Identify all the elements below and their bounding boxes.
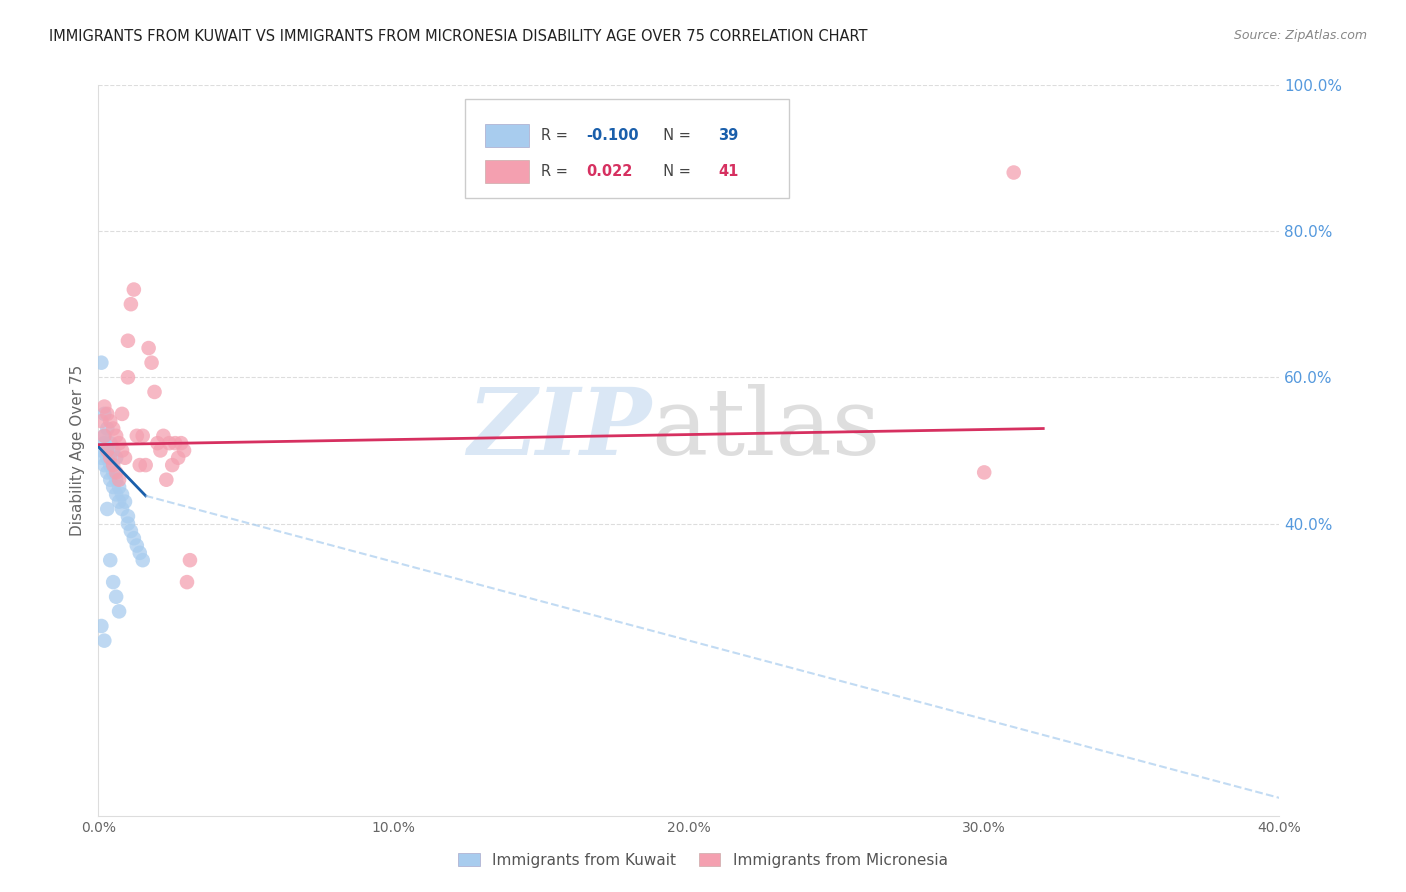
Text: N =: N = — [654, 164, 695, 179]
Text: 39: 39 — [718, 128, 738, 143]
Point — [93, 458, 115, 472]
Point — [167, 450, 190, 465]
Point — [132, 429, 155, 443]
Point — [103, 575, 125, 590]
Point — [105, 429, 128, 443]
Point — [125, 539, 148, 553]
Point — [96, 407, 118, 421]
Point — [105, 487, 128, 501]
Point — [96, 502, 118, 516]
Point — [149, 443, 172, 458]
Point — [103, 443, 125, 458]
Point — [179, 553, 201, 567]
Point — [93, 633, 115, 648]
Point — [103, 458, 125, 472]
Point — [90, 443, 112, 458]
Point — [93, 429, 115, 443]
Point — [105, 590, 128, 604]
Point — [176, 575, 198, 590]
Point — [105, 473, 128, 487]
Point — [146, 436, 169, 450]
Point — [117, 509, 139, 524]
Point — [96, 450, 118, 465]
Text: R =: R = — [541, 128, 572, 143]
FancyBboxPatch shape — [485, 160, 530, 184]
Point — [96, 421, 118, 435]
FancyBboxPatch shape — [464, 99, 789, 198]
Point — [141, 356, 163, 370]
Text: ZIP: ZIP — [467, 384, 651, 474]
Point — [120, 297, 142, 311]
Point — [173, 443, 195, 458]
Y-axis label: Disability Age Over 75: Disability Age Over 75 — [69, 365, 84, 536]
Legend: Immigrants from Kuwait, Immigrants from Micronesia: Immigrants from Kuwait, Immigrants from … — [453, 847, 953, 873]
Point — [98, 458, 121, 472]
Point — [165, 436, 187, 450]
Text: Source: ZipAtlas.com: Source: ZipAtlas.com — [1233, 29, 1367, 42]
Point — [157, 436, 180, 450]
FancyBboxPatch shape — [485, 123, 530, 147]
Point — [170, 436, 193, 450]
Point — [152, 429, 174, 443]
Point — [98, 450, 121, 465]
Point — [143, 384, 166, 399]
Point — [117, 516, 139, 531]
Point — [1002, 165, 1025, 179]
Point — [111, 487, 134, 501]
Point — [128, 458, 150, 472]
Point — [120, 524, 142, 538]
Point — [125, 429, 148, 443]
Point — [973, 466, 995, 480]
Point — [98, 473, 121, 487]
Point — [111, 443, 134, 458]
Point — [117, 334, 139, 348]
Point — [114, 450, 136, 465]
Point — [108, 436, 131, 450]
Point — [90, 450, 112, 465]
Point — [135, 458, 157, 472]
Text: IMMIGRANTS FROM KUWAIT VS IMMIGRANTS FROM MICRONESIA DISABILITY AGE OVER 75 CORR: IMMIGRANTS FROM KUWAIT VS IMMIGRANTS FRO… — [49, 29, 868, 44]
Point — [122, 531, 145, 545]
Point — [98, 414, 121, 428]
Text: 0.022: 0.022 — [586, 164, 633, 179]
Point — [108, 604, 131, 618]
Point — [93, 429, 115, 443]
Text: atlas: atlas — [651, 384, 880, 474]
Point — [96, 443, 118, 458]
Text: 41: 41 — [718, 164, 738, 179]
Point — [138, 341, 160, 355]
Point — [90, 619, 112, 633]
Point — [103, 466, 125, 480]
Point — [93, 407, 115, 421]
Point — [155, 473, 177, 487]
Text: R =: R = — [541, 164, 578, 179]
Point — [93, 400, 115, 414]
Point — [111, 407, 134, 421]
Point — [103, 480, 125, 494]
Point — [96, 443, 118, 458]
Point — [128, 546, 150, 560]
Point — [98, 436, 121, 450]
Point — [111, 502, 134, 516]
Point — [90, 414, 112, 428]
Point — [105, 450, 128, 465]
Point — [122, 283, 145, 297]
Point — [105, 466, 128, 480]
Point — [108, 473, 131, 487]
Point — [96, 466, 118, 480]
Point — [98, 553, 121, 567]
Point — [103, 421, 125, 435]
Point — [132, 553, 155, 567]
Point — [162, 458, 183, 472]
Point — [108, 494, 131, 508]
Point — [108, 480, 131, 494]
Point — [114, 494, 136, 508]
Point — [117, 370, 139, 384]
Text: N =: N = — [654, 128, 695, 143]
Point — [93, 436, 115, 450]
Text: -0.100: -0.100 — [586, 128, 638, 143]
Point — [90, 356, 112, 370]
